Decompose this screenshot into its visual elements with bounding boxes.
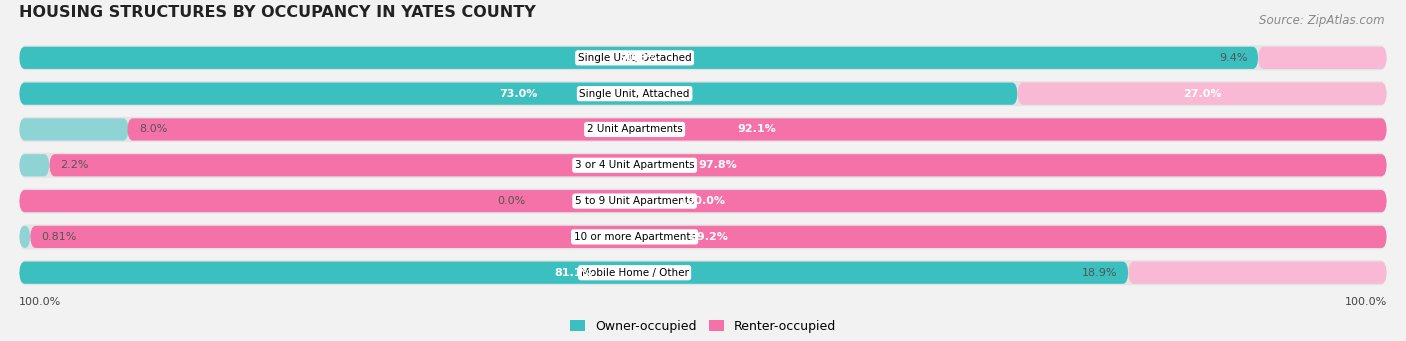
FancyBboxPatch shape — [20, 117, 1386, 142]
FancyBboxPatch shape — [128, 118, 1386, 140]
Text: 10 or more Apartments: 10 or more Apartments — [574, 232, 696, 242]
Text: 99.2%: 99.2% — [689, 232, 728, 242]
Text: HOUSING STRUCTURES BY OCCUPANCY IN YATES COUNTY: HOUSING STRUCTURES BY OCCUPANCY IN YATES… — [20, 5, 536, 20]
Text: 100.0%: 100.0% — [1344, 297, 1386, 307]
FancyBboxPatch shape — [20, 47, 1258, 69]
Text: 92.1%: 92.1% — [738, 124, 776, 134]
Text: 8.0%: 8.0% — [139, 124, 167, 134]
Text: Single Unit, Detached: Single Unit, Detached — [578, 53, 692, 63]
Text: 2 Unit Apartments: 2 Unit Apartments — [586, 124, 682, 134]
Text: 3 or 4 Unit Apartments: 3 or 4 Unit Apartments — [575, 160, 695, 170]
FancyBboxPatch shape — [1258, 47, 1386, 69]
FancyBboxPatch shape — [30, 226, 1386, 248]
Text: 2.2%: 2.2% — [60, 160, 89, 170]
FancyBboxPatch shape — [49, 154, 1386, 176]
FancyBboxPatch shape — [20, 226, 31, 248]
Text: 27.0%: 27.0% — [1182, 89, 1222, 99]
FancyBboxPatch shape — [20, 45, 1386, 70]
Text: 9.4%: 9.4% — [1219, 53, 1247, 63]
FancyBboxPatch shape — [1018, 83, 1386, 105]
FancyBboxPatch shape — [20, 224, 1386, 249]
FancyBboxPatch shape — [1128, 262, 1386, 284]
FancyBboxPatch shape — [20, 189, 1386, 213]
FancyBboxPatch shape — [20, 83, 1018, 105]
Text: 5 to 9 Unit Apartments: 5 to 9 Unit Apartments — [575, 196, 695, 206]
Text: 100.0%: 100.0% — [681, 196, 725, 206]
FancyBboxPatch shape — [20, 118, 128, 140]
Text: Mobile Home / Other: Mobile Home / Other — [581, 268, 689, 278]
FancyBboxPatch shape — [20, 154, 49, 176]
FancyBboxPatch shape — [20, 260, 1386, 285]
FancyBboxPatch shape — [20, 262, 1128, 284]
Text: 18.9%: 18.9% — [1081, 268, 1118, 278]
Text: 73.0%: 73.0% — [499, 89, 537, 99]
Text: Source: ZipAtlas.com: Source: ZipAtlas.com — [1260, 14, 1385, 27]
Text: 0.0%: 0.0% — [496, 196, 526, 206]
Text: Single Unit, Attached: Single Unit, Attached — [579, 89, 690, 99]
Text: 100.0%: 100.0% — [20, 297, 62, 307]
FancyBboxPatch shape — [20, 81, 1386, 106]
Text: 90.6%: 90.6% — [620, 53, 658, 63]
Text: 0.81%: 0.81% — [41, 232, 76, 242]
FancyBboxPatch shape — [20, 153, 1386, 178]
Legend: Owner-occupied, Renter-occupied: Owner-occupied, Renter-occupied — [565, 315, 841, 338]
Text: 97.8%: 97.8% — [699, 160, 737, 170]
FancyBboxPatch shape — [20, 190, 1386, 212]
Text: 81.1%: 81.1% — [554, 268, 593, 278]
